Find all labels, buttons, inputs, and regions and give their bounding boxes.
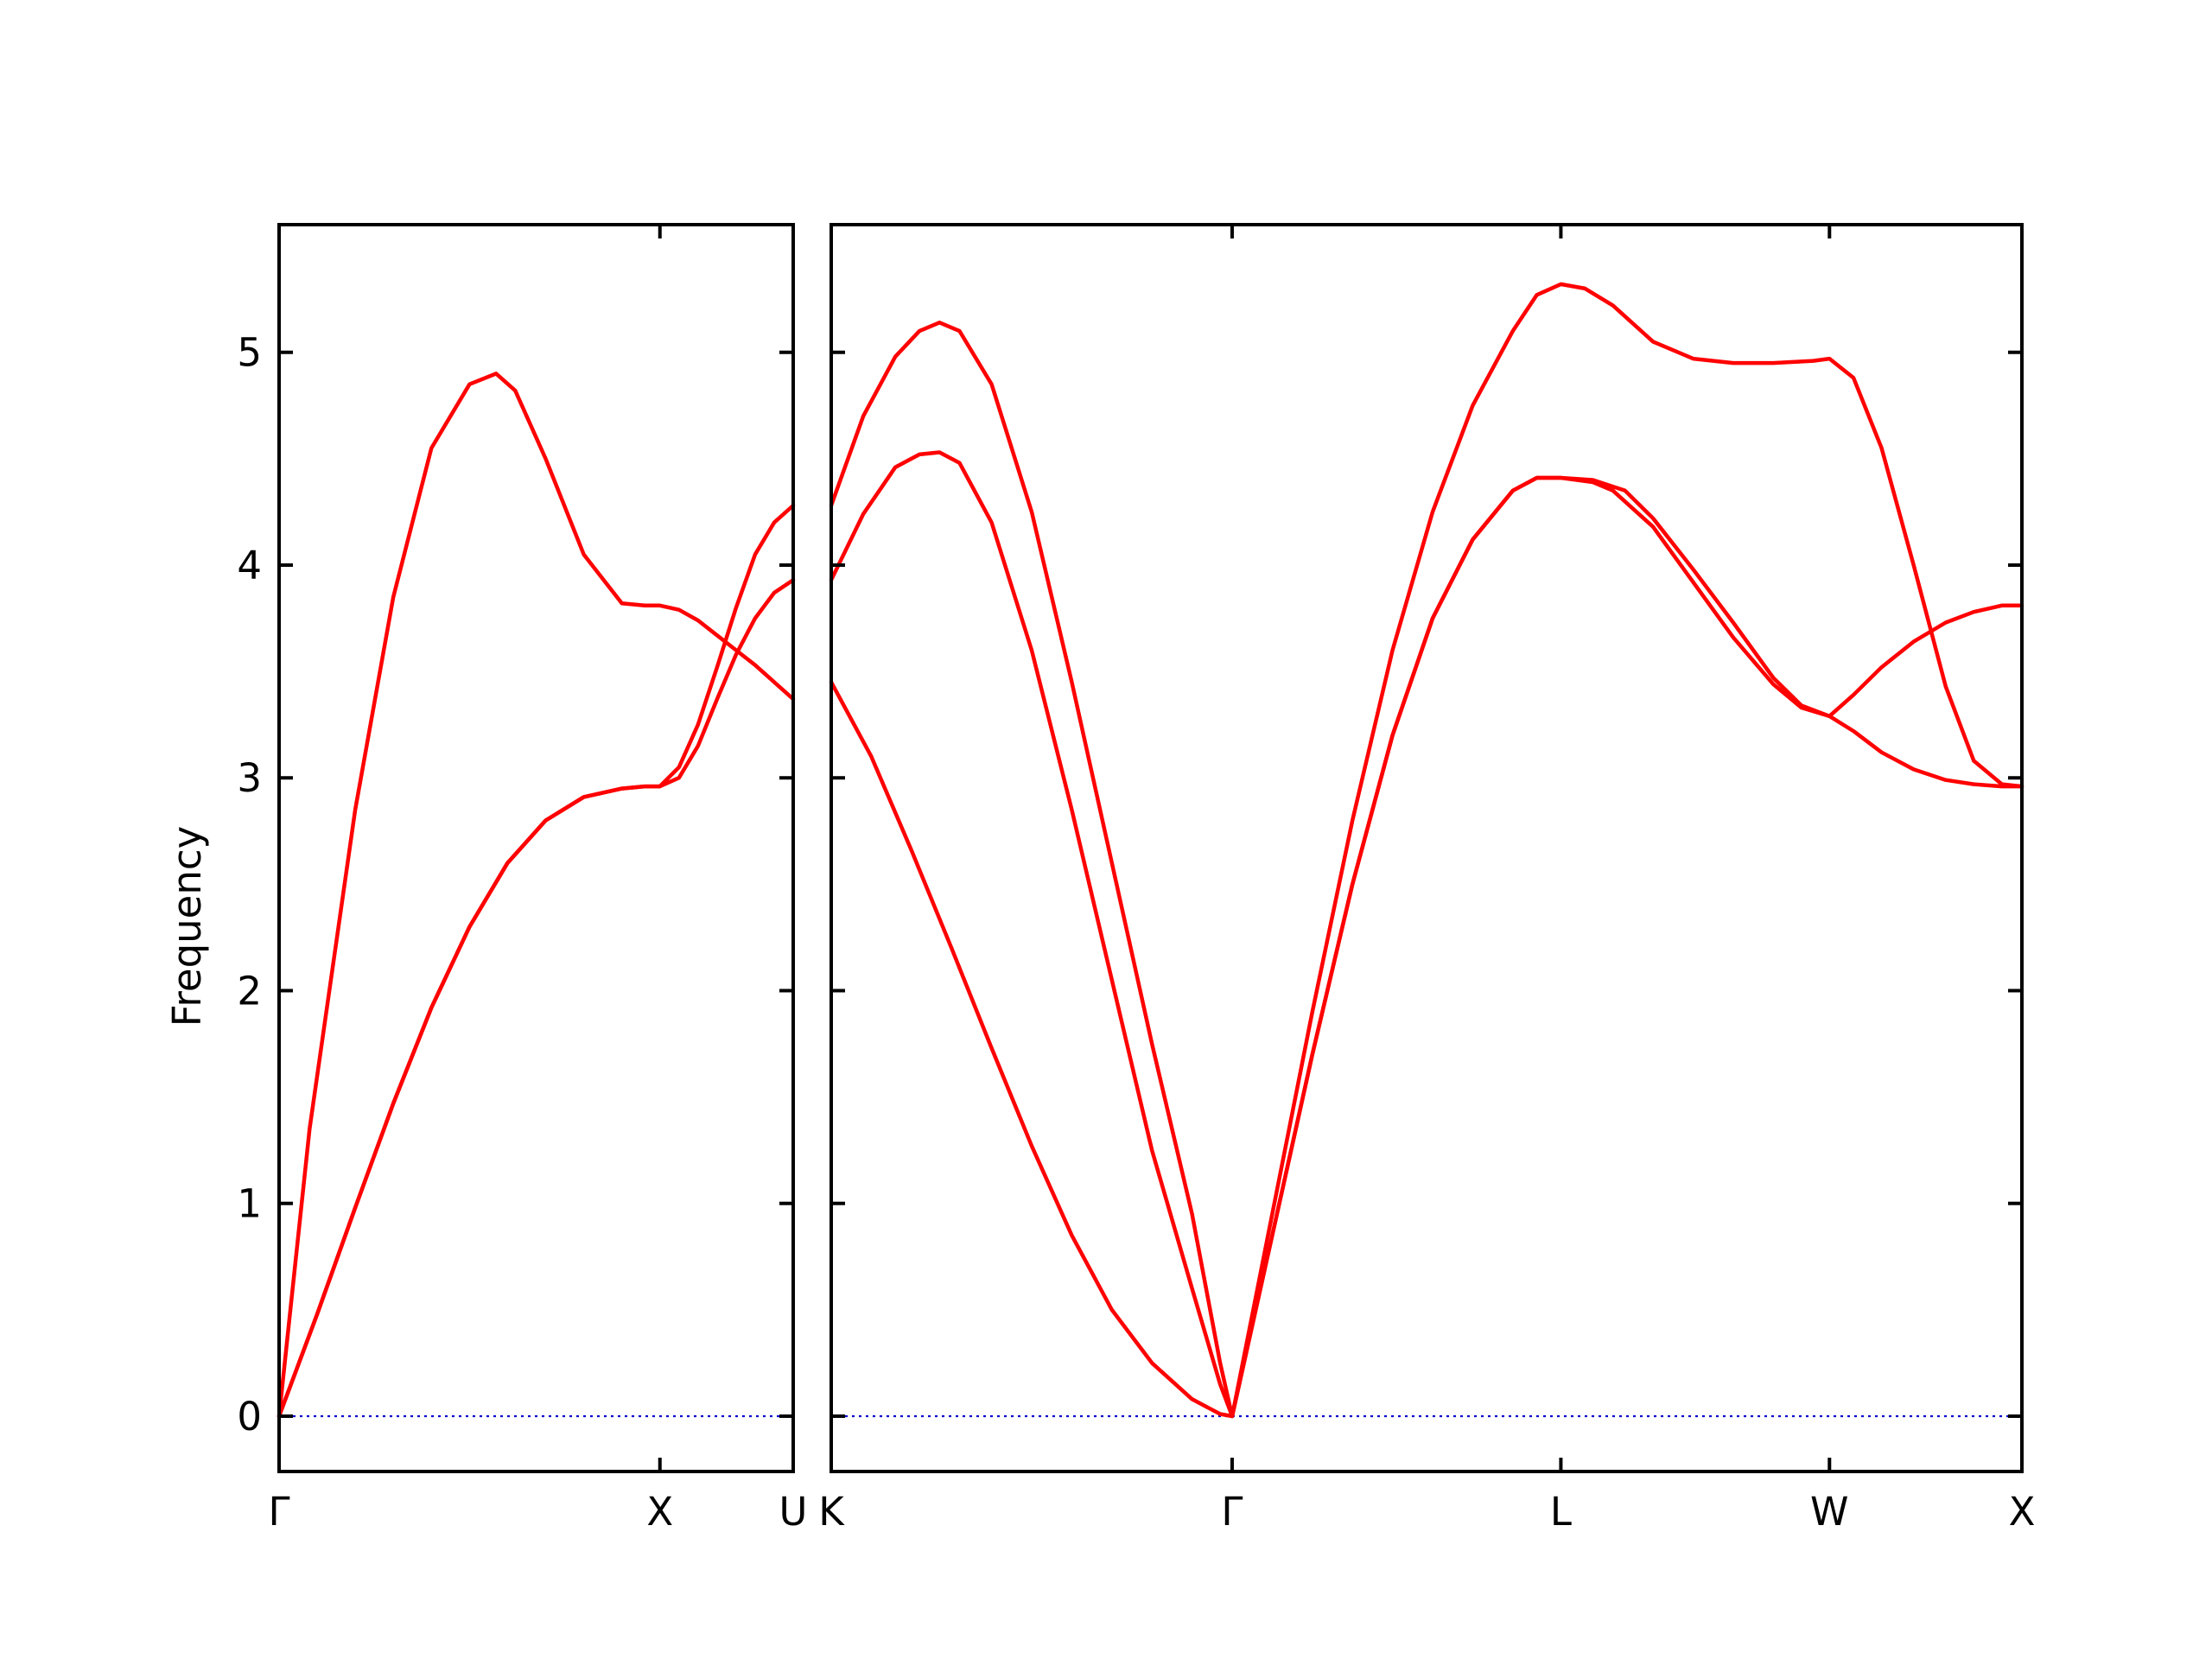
x-tick-label: W — [1810, 1489, 1849, 1535]
x-tick-label: X — [646, 1489, 673, 1535]
x-tick-label: X — [2009, 1489, 2036, 1535]
y-tick-label: 5 — [237, 330, 262, 376]
y-tick-label: 2 — [237, 968, 262, 1014]
y-tick-label: 1 — [237, 1181, 262, 1227]
y-tick-label: 0 — [237, 1394, 262, 1440]
panel-frame — [277, 223, 795, 1473]
phonon-band-3 — [276, 577, 796, 1419]
phonon-band-3 — [829, 475, 2024, 1419]
phonon-band-1 — [276, 372, 796, 1419]
x-tick-label: Γ — [1221, 1489, 1243, 1535]
left-panel — [276, 223, 796, 1473]
x-tick-label: U — [779, 1489, 808, 1535]
phonon-band-1 — [829, 282, 2024, 1419]
panel-frame — [830, 223, 2024, 1473]
y-tick-label: 4 — [237, 543, 262, 588]
x-tick-label: L — [1550, 1489, 1572, 1535]
y-axis-label: Frequency — [164, 826, 210, 1027]
x-tick-label: K — [818, 1489, 845, 1535]
y-tick-label: 3 — [237, 755, 262, 801]
x-tick-label: Γ — [268, 1489, 289, 1535]
y-tick-labels: 0 1 2 3 4 5 — [237, 330, 262, 1440]
right-panel — [829, 223, 2024, 1473]
